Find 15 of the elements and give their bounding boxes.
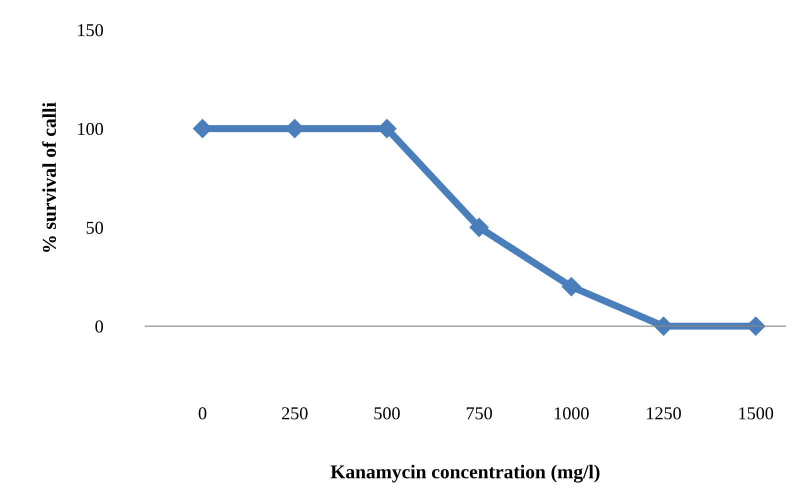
- x-tick-label: 250: [282, 407, 308, 420]
- y-tick-label: 0: [95, 320, 104, 333]
- x-tick-label: 1000: [554, 407, 589, 420]
- x-tick-label: 500: [374, 407, 400, 420]
- x-tick-label: 750: [466, 407, 492, 420]
- x-tick-label: 1250: [647, 407, 681, 420]
- point: [470, 218, 489, 237]
- y-tick-label: 100: [78, 122, 104, 136]
- y-axis-title: % survival of calli: [42, 102, 56, 252]
- y-tick-label: 150: [78, 24, 104, 36]
- x-tick-label: 0: [198, 407, 206, 420]
- x-axis-title: Kanamycin concentration (mg/l): [330, 464, 600, 483]
- y-tick-label: 50: [86, 222, 104, 234]
- x-tick-label: 1500: [739, 407, 774, 420]
- point: [562, 277, 581, 296]
